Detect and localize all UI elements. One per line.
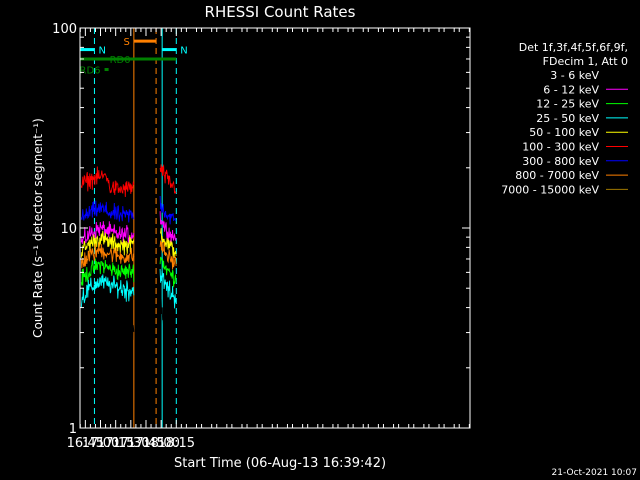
timestamp: 21-Oct-2021 10:07: [552, 468, 637, 478]
legend-label: 800 - 7000 keV: [515, 169, 599, 182]
x-tick-label: 18:00: [142, 436, 179, 451]
legend: Det 1f,3f,4f,5f,6f,9f, FDecim 1, Att 0 3…: [501, 41, 628, 196]
state-bar-label: S: [124, 37, 130, 48]
x-tick-label: 17:45: [127, 436, 164, 451]
x-tick-label: 17:30: [112, 436, 149, 451]
axis-layer: 1 10 100 16:4517:0017:1517:3017:4518:0018:1…: [52, 22, 470, 451]
legend-label: 3 - 6 keV: [550, 69, 599, 82]
series-line: [80, 293, 135, 343]
x-tick-label: 18:15: [158, 436, 195, 451]
series-line: [159, 195, 177, 225]
y-tick-label: 10: [60, 222, 77, 237]
annotation-layer: NNSRD6RD0: [79, 28, 188, 428]
series-line: [159, 163, 177, 194]
state-bar-label: N: [98, 46, 105, 57]
series-line: [80, 221, 135, 246]
y-tick-label: 1: [69, 422, 77, 437]
legend-label: 25 - 50 keV: [536, 112, 599, 125]
legend-header-line: Det 1f,3f,4f,5f,6f,9f,: [519, 41, 628, 54]
legend-label: 100 - 300 keV: [522, 141, 599, 154]
legend-label: 6 - 12 keV: [543, 83, 599, 96]
series-line: [160, 228, 177, 258]
series-line: [80, 274, 135, 308]
series-layer: [80, 163, 177, 350]
state-bar-label: N: [180, 46, 187, 57]
series-line: [159, 268, 177, 309]
series-line: [159, 292, 177, 350]
state-bar-label: RD6: [80, 66, 101, 77]
legend-header-line: FDecim 1, Att 0: [543, 55, 628, 68]
series-line: [159, 256, 177, 288]
series-line: [80, 200, 135, 223]
legend-label: 7000 - 15000 keV: [501, 183, 599, 196]
x-tick-label: 17:00: [82, 436, 119, 451]
chart-title: RHESSI Count Rates: [205, 3, 356, 21]
series-line: [80, 166, 135, 198]
legend-label: 50 - 100 keV: [529, 126, 599, 139]
legend-label: 300 - 800 keV: [522, 155, 599, 168]
series-line: [80, 258, 135, 286]
x-axis-label: Start Time (06-Aug-13 16:39:42): [174, 456, 386, 471]
series-line: [80, 242, 135, 269]
x-tick-label: 16:45: [67, 436, 104, 451]
series-line: [159, 239, 177, 270]
y-axis-label: Count Rate (s⁻¹ detector segment⁻¹): [31, 118, 45, 338]
x-tick-label: 17:15: [97, 436, 134, 451]
y-tick-label: 100: [52, 22, 77, 37]
legend-label: 12 - 25 keV: [536, 98, 599, 111]
plot-frame: [79, 27, 471, 429]
